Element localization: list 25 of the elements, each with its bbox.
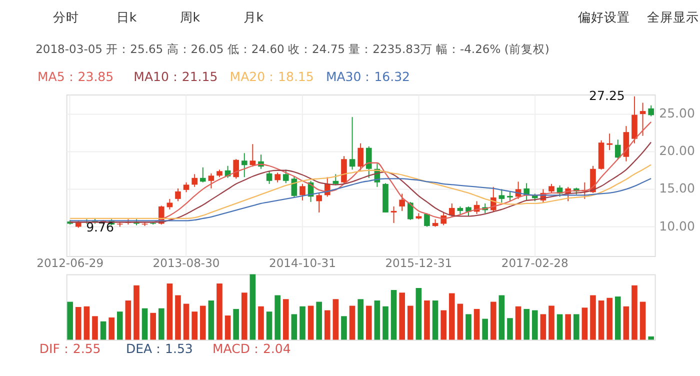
x-tick-label: 2014-10-31 <box>269 256 336 270</box>
annotation: 9.76 <box>86 220 114 235</box>
y-tick-label: 20.00 <box>659 143 695 158</box>
text: MA10：21.15 <box>134 69 218 84</box>
x-tick-label: 2015-12-31 <box>385 256 452 270</box>
text: MA5：23.85 <box>38 69 114 84</box>
text: 分时 <box>52 9 79 24</box>
y-tick-label: 10.00 <box>659 218 695 234</box>
text: DEA：1.53 <box>126 341 193 356</box>
text: DIF：2.55 <box>39 341 101 356</box>
text: 全屏显示 <box>647 9 700 24</box>
x-tick-label: 2012-06-29 <box>36 256 104 270</box>
y-tick-label: 15.00 <box>659 180 695 196</box>
text: 日k <box>116 9 138 24</box>
text: 2018-03-05 开：25.65 高：26.05 低：24.60 收：24.75 量：2235.83万 幅：-4.26% (前复权) <box>36 42 550 56</box>
x-tick-label: 2013-08-30 <box>152 256 220 270</box>
text: MA20：18.15 <box>230 69 314 84</box>
text: 月k <box>243 9 264 24</box>
y-tick-label: 25.00 <box>659 106 695 121</box>
text: MA30：16.32 <box>326 69 410 84</box>
text: 周k <box>180 9 201 24</box>
text: MACD：2.04 <box>212 341 291 356</box>
annotation: 27.25 <box>589 88 625 104</box>
text: 偏好设置 <box>578 9 630 24</box>
x-tick-label: 2017-02-28 <box>501 256 568 270</box>
